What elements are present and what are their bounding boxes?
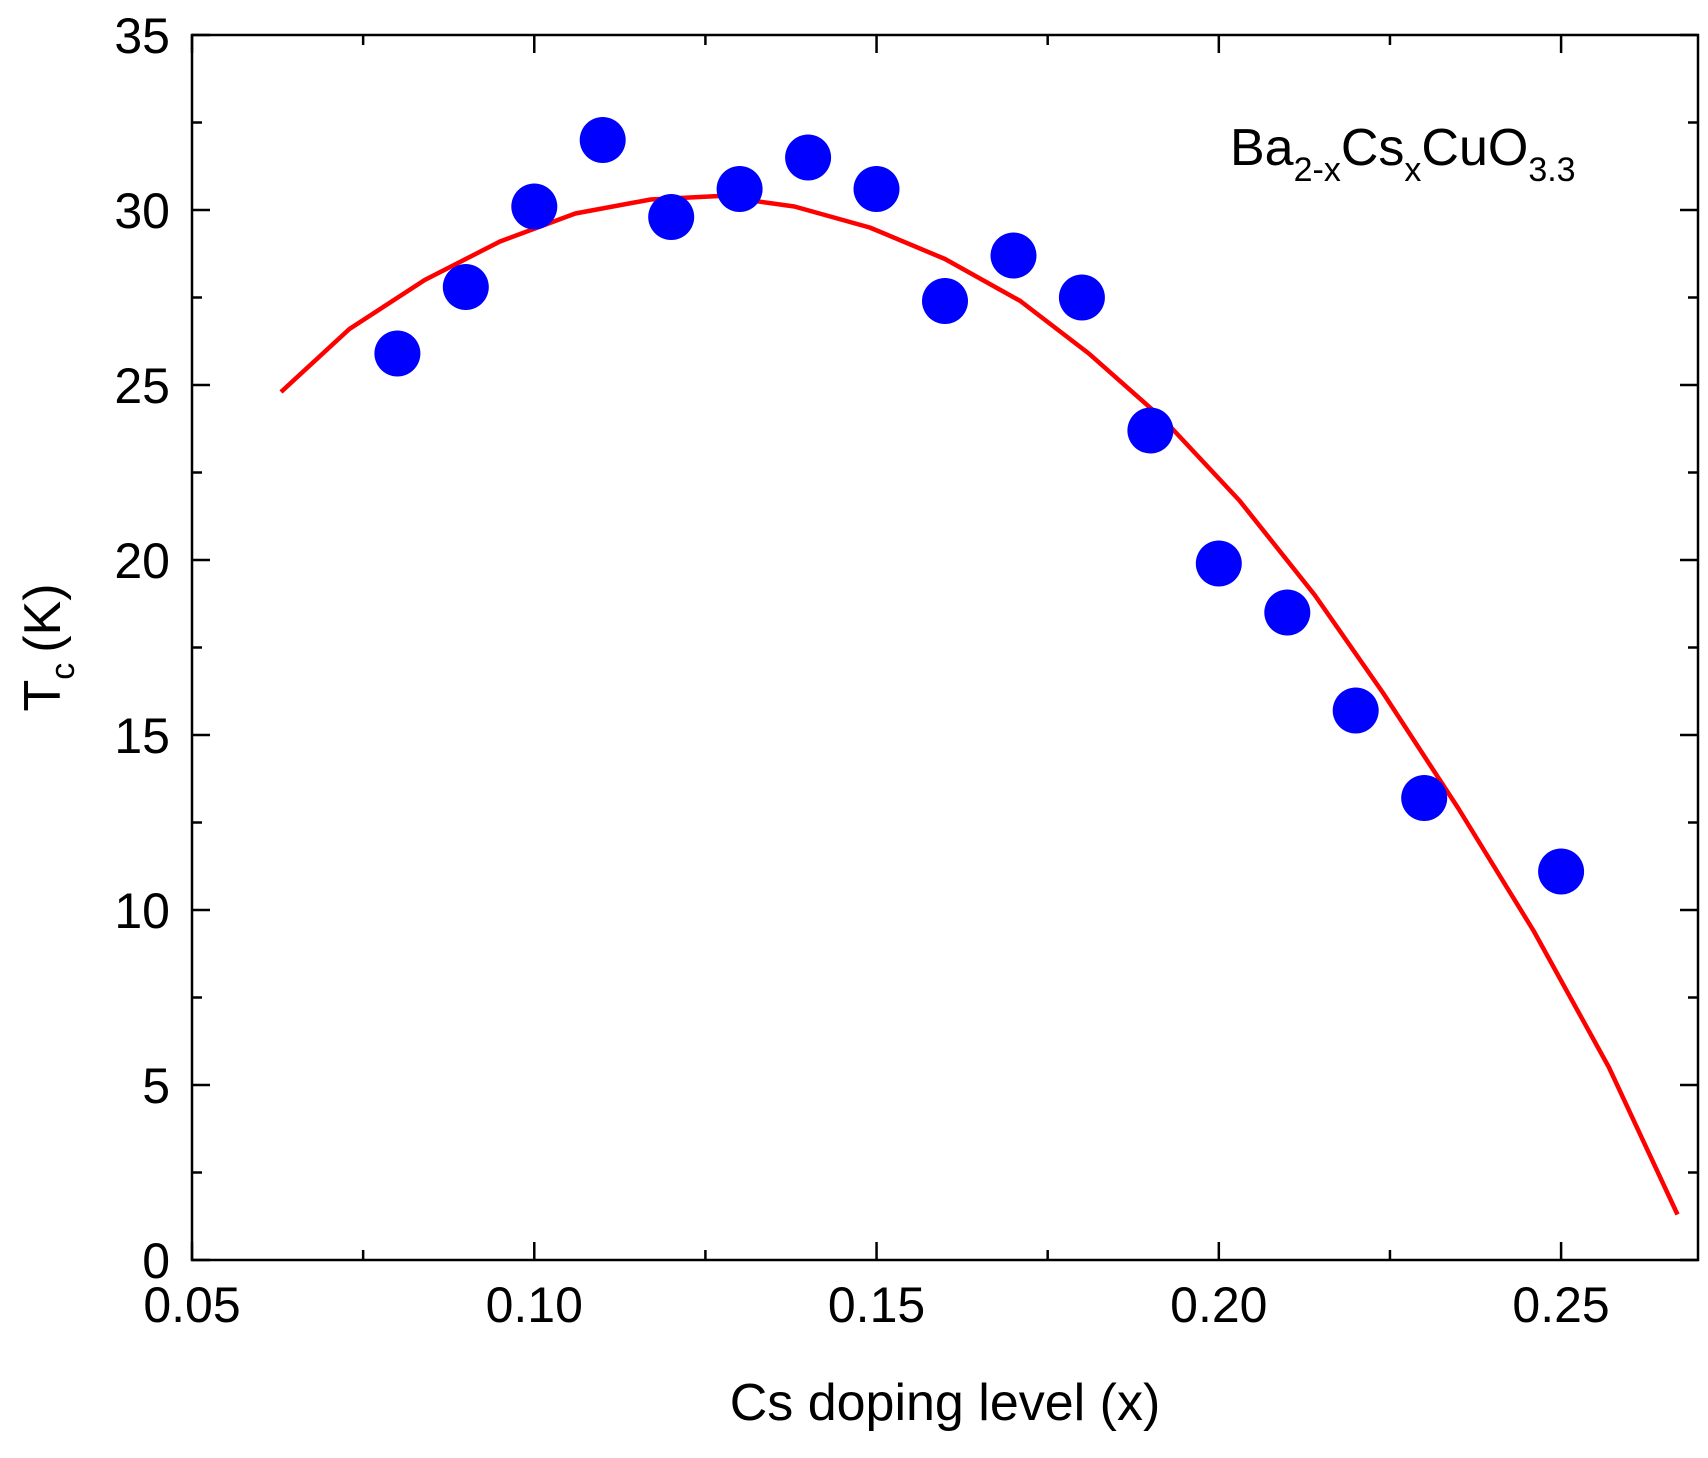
x-tick-label: 0.10 <box>486 1277 583 1333</box>
y-axis-title: Tc (K) <box>14 583 82 711</box>
y-axis-title-unit: (K) <box>14 583 72 652</box>
data-point <box>648 194 695 240</box>
y-tick-label: 15 <box>114 708 170 764</box>
data-point <box>579 117 626 163</box>
data-point <box>922 278 968 324</box>
ticks <box>190 33 1698 1262</box>
data-point <box>374 330 421 377</box>
labels: 0.05 0.10 0.15 0.20 0.25 0 5 10 15 20 25 30 35 Cs dop… <box>14 8 1610 1432</box>
data-point <box>511 183 558 230</box>
fit-curve <box>279 193 1680 1216</box>
y-tick-label: 5 <box>142 1058 170 1114</box>
formula-text: Cs <box>1341 119 1405 177</box>
data-point <box>1195 540 1242 587</box>
formula-text: CuO <box>1421 119 1528 177</box>
data-point <box>442 264 489 310</box>
formula-subscript: 2-x <box>1294 151 1341 189</box>
data-point <box>1401 775 1448 821</box>
y-tick-label: 0 <box>142 1233 170 1289</box>
y-axis-title-sub: c <box>44 663 82 680</box>
data-point <box>1058 274 1105 321</box>
data-point <box>1264 589 1311 636</box>
data-point <box>785 134 832 181</box>
data-point <box>1538 848 1585 895</box>
compound-formula: Ba2-xCsxCuO3.3 <box>1230 119 1576 189</box>
fit-curve-group <box>279 193 1680 1216</box>
x-tick-label: 0.15 <box>828 1277 925 1333</box>
axes <box>190 33 1700 1262</box>
data-point <box>1127 407 1174 454</box>
data-point <box>716 166 763 212</box>
data-point <box>1332 687 1379 734</box>
formula-subscript: 3.3 <box>1528 151 1575 189</box>
x-tick-label: 0.20 <box>1170 1277 1267 1333</box>
formula-text: Ba <box>1230 119 1294 177</box>
y-tick-label: 20 <box>114 533 170 589</box>
x-tick-label: 0.05 <box>143 1277 240 1333</box>
data-points-group <box>374 117 1585 895</box>
y-tick-label: 30 <box>114 183 170 239</box>
y-axis-title-main: T <box>14 680 72 712</box>
data-point <box>990 232 1037 279</box>
y-tick-label: 25 <box>114 358 170 414</box>
x-axis-title: Cs doping level (x) <box>730 1374 1161 1432</box>
y-tick-label: 35 <box>114 8 170 64</box>
data-point <box>853 166 900 212</box>
plot-frame <box>190 33 1700 1262</box>
y-tick-label: 10 <box>114 883 170 939</box>
x-tick-label: 0.25 <box>1512 1277 1609 1333</box>
formula-subscript: x <box>1404 151 1421 189</box>
